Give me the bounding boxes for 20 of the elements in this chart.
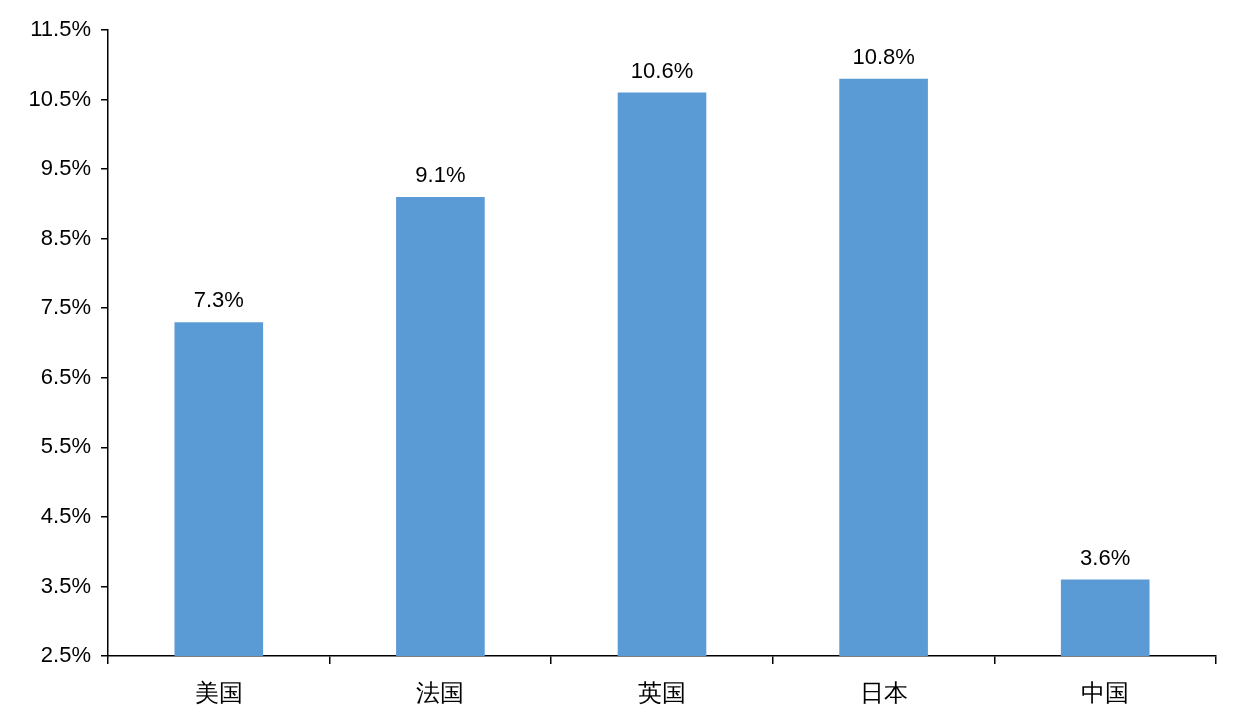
y-tick-label: 7.5% (40, 294, 91, 320)
y-tick-label: 4.5% (40, 502, 91, 528)
x-tick-label: 美国 (194, 679, 243, 707)
x-tick-label: 中国 (1081, 679, 1130, 707)
data-label: 10.6% (630, 57, 694, 83)
data-label: 9.1% (415, 162, 466, 187)
y-tick-label: 6.5% (40, 363, 91, 389)
data-label: 3.6% (1080, 544, 1131, 570)
data-label: 10.8% (852, 43, 915, 69)
y-tick-label: 10.5% (28, 85, 91, 111)
y-tick-label: 2.5% (40, 642, 91, 668)
y-tick-label: 5.5% (40, 433, 91, 459)
y-tick-label: 8.5% (40, 224, 91, 250)
x-tick-label: 日本 (859, 679, 908, 707)
y-tick-label: 9.5% (40, 155, 91, 181)
x-tick-label: 法国 (416, 679, 465, 707)
data-label: 7.3% (193, 287, 244, 313)
x-tick-label: 英国 (638, 679, 686, 707)
y-tick-label: 3.5% (40, 572, 91, 598)
y-tick-label: 11.5% (30, 16, 91, 42)
